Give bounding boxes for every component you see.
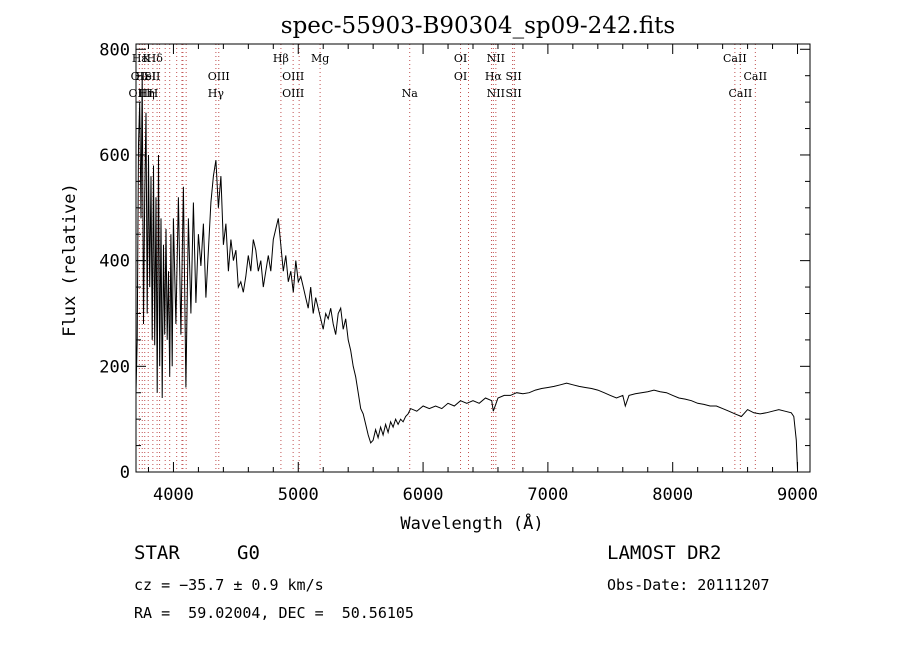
- x-tick-label: 8000: [652, 485, 693, 505]
- object-class: STAR: [134, 542, 180, 564]
- line-annotation: H: [149, 87, 159, 100]
- line-annotation: CaII: [723, 52, 747, 65]
- x-tick-label: 9000: [777, 485, 818, 505]
- coordinates-text: RA = 59.02004, DEC = 50.56105: [134, 604, 414, 622]
- line-annotation: Hδ: [147, 52, 164, 65]
- x-axis-label: Wavelength (Å): [400, 512, 543, 534]
- obs-date: Obs-Date: 20111207: [607, 576, 770, 594]
- line-annotation: Mg: [311, 52, 329, 65]
- y-axis-label: Flux (relative): [60, 183, 80, 337]
- y-tick-label: 800: [99, 40, 130, 60]
- line-annotation: OIII: [282, 87, 304, 100]
- line-annotation: CaII: [743, 70, 767, 83]
- line-annotation: HeI: [136, 70, 156, 83]
- line-annotation: OI: [454, 70, 467, 83]
- object-subclass: G0: [237, 542, 260, 564]
- y-tick-label: 400: [99, 252, 130, 272]
- line-annotation: SII: [505, 70, 521, 83]
- line-annotation: NII: [487, 52, 505, 65]
- line-annotation: SII: [505, 87, 521, 100]
- y-tick-label: 200: [99, 357, 130, 377]
- x-tick-label: 7000: [527, 485, 568, 505]
- line-annotation: Hγ: [208, 87, 225, 100]
- x-tick-label: 5000: [278, 485, 319, 505]
- line-annotation: OI: [454, 52, 467, 65]
- y-tick-label: 0: [120, 463, 130, 483]
- line-annotation: OIII: [128, 87, 150, 100]
- line-annotation: NII: [487, 87, 505, 100]
- y-axis-ticks: 0 200 400 600 800: [99, 40, 810, 483]
- y-tick-label: 600: [99, 146, 130, 166]
- line-annotation: Hα: [485, 70, 503, 83]
- line-annotation: Na: [402, 87, 419, 100]
- line-annotation: OII: [131, 70, 149, 83]
- chart-title: spec-55903-B90304_sp09-242.fits: [281, 13, 675, 39]
- line-annotation: K: [142, 52, 151, 65]
- line-annotation: OIII: [282, 70, 304, 83]
- x-axis-ticks: 4000 5000 6000 7000 8000 9000: [147, 44, 818, 505]
- line-annotation: Hβ: [273, 52, 289, 65]
- line-annotation: SII: [144, 70, 160, 83]
- redshift-text: cz = −35.7 ± 0.9 km/s: [134, 576, 324, 594]
- spectrum-line: [135, 75, 798, 470]
- survey-name: LAMOST DR2: [607, 542, 722, 564]
- line-markers: [138, 44, 756, 472]
- x-tick-label: 4000: [153, 485, 194, 505]
- line-annotation: OIII: [208, 70, 230, 83]
- plot-frame: [135, 43, 811, 473]
- line-annotations: HεKHδOIIHeISIIOIIIHηHOIIIHγHβOIIIOIIIMgN…: [128, 52, 767, 100]
- x-tick-label: 6000: [403, 485, 444, 505]
- line-annotation: CaII: [729, 87, 753, 100]
